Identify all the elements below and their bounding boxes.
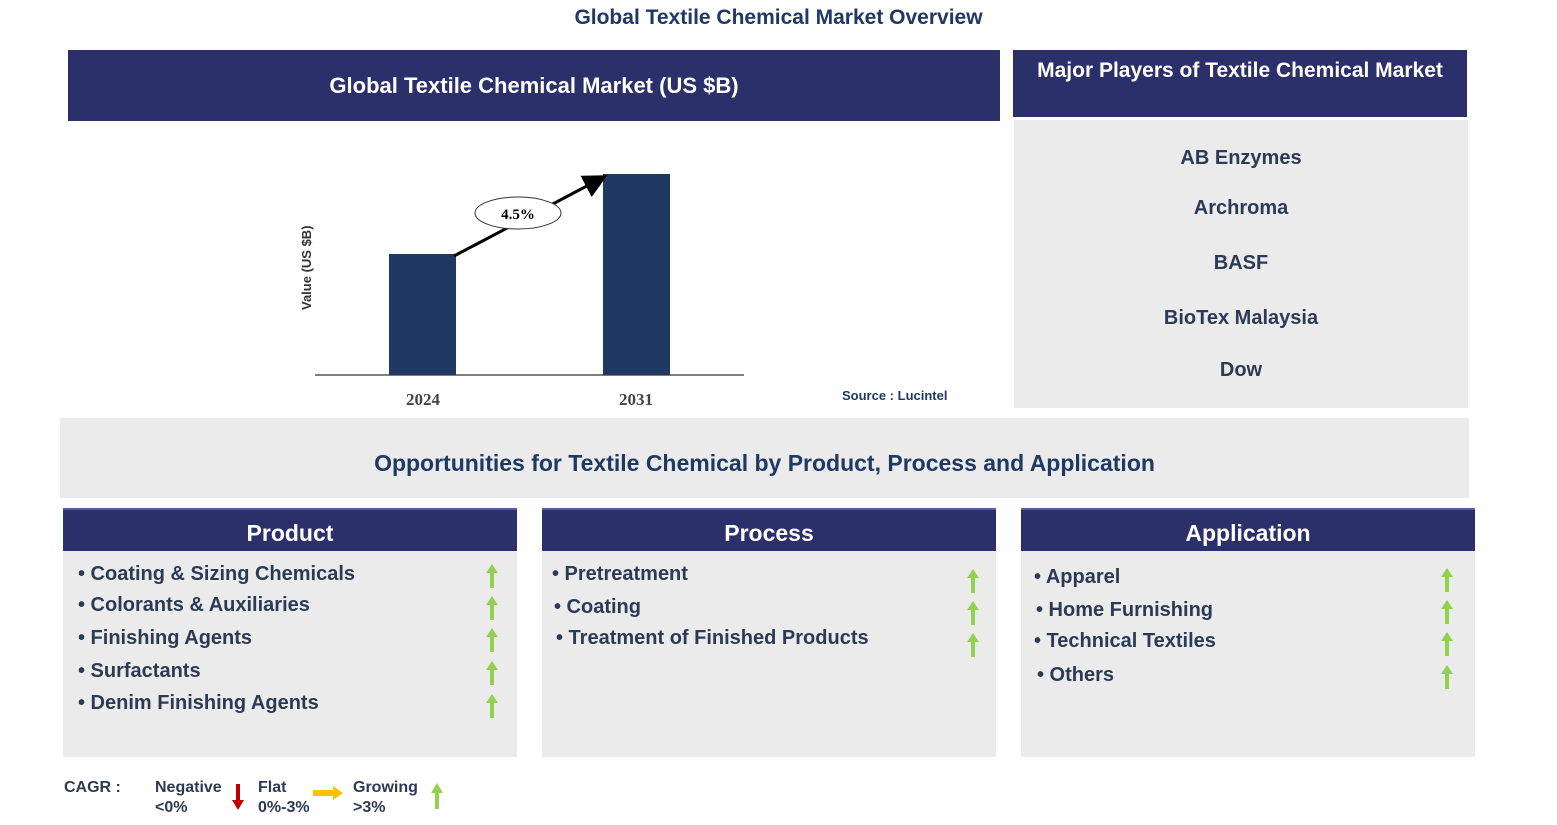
legend-growing: Growing >3% xyxy=(353,778,418,818)
arrow-up-icon xyxy=(967,601,979,625)
arrow-up-icon xyxy=(431,783,443,809)
y-axis-label: Value (US $B) xyxy=(299,225,314,310)
arrow-up-icon xyxy=(967,569,979,593)
legend-flat-range: 0%-3% xyxy=(258,799,310,816)
bar-chart: Value (US $B) 4.5% 2024 2031 xyxy=(299,174,744,409)
segment-item: • Finishing Agents xyxy=(78,627,253,649)
player-item: AB Enzymes xyxy=(1180,147,1302,169)
arrow-up-icon xyxy=(486,628,498,652)
legend-flat-name: Flat xyxy=(258,779,287,796)
player-item: Dow xyxy=(1219,359,1263,381)
legend-label: CAGR : xyxy=(64,779,121,796)
arrow-right-icon xyxy=(313,786,343,800)
player-item: Archroma xyxy=(1193,197,1289,219)
bar-2024 xyxy=(389,254,456,375)
segment-item: • Pretreatment xyxy=(552,563,688,585)
arrow-up-icon xyxy=(1441,632,1453,656)
segment-card-application: Application • Apparel • Home Furnishing … xyxy=(1021,508,1475,757)
chart-panel-header: Global Textile Chemical Market (US $B) xyxy=(68,50,1000,121)
segment-item: • Treatment of Finished Products xyxy=(556,627,869,649)
arrow-up-icon xyxy=(486,661,498,685)
legend-negative-name: Negative xyxy=(155,779,222,796)
segment-item: • Coating xyxy=(554,596,641,618)
segment-title: Process xyxy=(542,508,996,551)
segment-item: • Others xyxy=(1037,664,1115,686)
arrow-up-icon xyxy=(486,564,498,588)
segment-item: • Colorants & Auxiliaries xyxy=(78,594,310,616)
arrow-up-icon xyxy=(1441,665,1453,689)
legend-growing-name: Growing xyxy=(353,779,418,796)
x-tick-2031: 2031 xyxy=(619,390,653,409)
arrow-up-icon xyxy=(967,633,979,657)
legend-negative: Negative <0% xyxy=(155,778,222,818)
legend-negative-range: <0% xyxy=(155,799,188,816)
arrow-up-icon xyxy=(486,694,498,718)
legend-flat: Flat 0%-3% xyxy=(258,778,310,818)
players-list: AB Enzymes Archroma BASF BioTex Malaysia… xyxy=(1014,120,1468,408)
arrow-up-icon xyxy=(486,596,498,620)
segment-item: • Apparel xyxy=(1034,566,1121,588)
opportunities-title: Opportunities for Textile Chemical by Pr… xyxy=(60,418,1469,498)
player-item: BASF xyxy=(1213,252,1269,274)
segment-item: • Denim Finishing Agents xyxy=(78,692,319,714)
legend-growing-range: >3% xyxy=(353,799,386,816)
x-tick-2024: 2024 xyxy=(406,390,441,409)
segment-item: • Surfactants xyxy=(78,660,201,682)
segment-card-product: Product • Coating & Sizing Chemicals • C… xyxy=(63,508,517,757)
source-label: Source : Lucintel xyxy=(842,388,948,403)
bar-2031 xyxy=(603,174,670,375)
players-header: Major Players of Textile Chemical Market xyxy=(1013,50,1467,117)
arrow-up-icon xyxy=(1441,568,1453,592)
arrow-up-icon xyxy=(1441,600,1453,624)
player-item: BioTex Malaysia xyxy=(1163,307,1319,329)
segment-title: Application xyxy=(1021,508,1475,551)
arrow-down-icon xyxy=(232,784,244,810)
segment-item: • Technical Textiles xyxy=(1034,630,1216,652)
segment-title: Product xyxy=(63,508,517,551)
segment-item: • Home Furnishing xyxy=(1036,599,1214,621)
page-title: Global Textile Chemical Market Overview xyxy=(574,6,983,29)
segment-card-process: Process • Pretreatment • Coating • Treat… xyxy=(542,508,996,757)
cagr-label: 4.5% xyxy=(501,207,535,223)
cagr-bubble xyxy=(474,196,562,230)
segment-item: • Coating & Sizing Chemicals xyxy=(78,563,356,585)
